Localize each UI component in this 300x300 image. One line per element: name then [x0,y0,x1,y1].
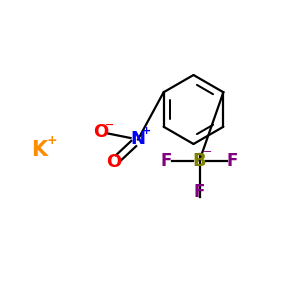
Text: F: F [194,183,205,201]
Text: B: B [193,152,206,169]
Text: −: − [105,119,114,130]
Text: N: N [130,130,146,148]
Text: O: O [93,123,108,141]
Text: F: F [227,152,238,169]
Text: −: − [203,147,213,157]
Text: +: + [142,126,151,136]
Text: K: K [31,140,47,160]
Text: +: + [46,134,57,148]
Text: O: O [106,153,122,171]
Text: F: F [161,152,172,169]
